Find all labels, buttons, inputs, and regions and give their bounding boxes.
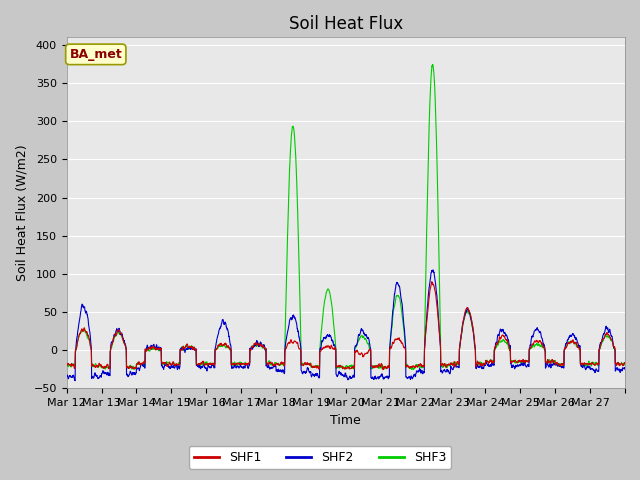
SHF1 — [515, 359, 522, 364]
SHF1 — [614, 360, 621, 365]
SHF2 — [239, 366, 247, 372]
SHF2 — [614, 366, 621, 372]
SHF3 — [614, 360, 621, 366]
SHF3 — [130, 367, 138, 372]
SHF3 — [515, 359, 522, 365]
SHF1 — [546, 359, 554, 364]
Line: SHF3: SHF3 — [67, 64, 625, 370]
Line: SHF2: SHF2 — [67, 270, 625, 381]
SHF3 — [546, 358, 554, 364]
Text: BA_met: BA_met — [70, 48, 122, 61]
SHF2 — [380, 376, 387, 382]
SHF3 — [621, 362, 629, 368]
SHF1 — [63, 363, 70, 369]
SHF2 — [546, 361, 554, 367]
SHF2 — [429, 267, 437, 273]
SHF2 — [119, 334, 127, 340]
SHF3 — [239, 361, 247, 367]
SHF1 — [428, 279, 436, 285]
SHF2 — [71, 378, 79, 384]
SHF3 — [118, 335, 126, 341]
SHF1 — [380, 367, 387, 372]
Y-axis label: Soil Heat Flux (W/m2): Soil Heat Flux (W/m2) — [15, 144, 28, 281]
Line: SHF1: SHF1 — [67, 282, 625, 370]
SHF2 — [621, 366, 629, 372]
SHF1 — [380, 366, 387, 372]
SHF3 — [63, 362, 70, 368]
SHF1 — [118, 336, 126, 341]
SHF1 — [239, 361, 247, 367]
SHF3 — [380, 364, 387, 370]
SHF3 — [429, 61, 436, 67]
SHF2 — [515, 363, 522, 369]
SHF2 — [63, 373, 70, 379]
SHF1 — [621, 360, 629, 366]
Legend: SHF1, SHF2, SHF3: SHF1, SHF2, SHF3 — [189, 446, 451, 469]
Title: Soil Heat Flux: Soil Heat Flux — [289, 15, 403, 33]
X-axis label: Time: Time — [330, 414, 361, 427]
